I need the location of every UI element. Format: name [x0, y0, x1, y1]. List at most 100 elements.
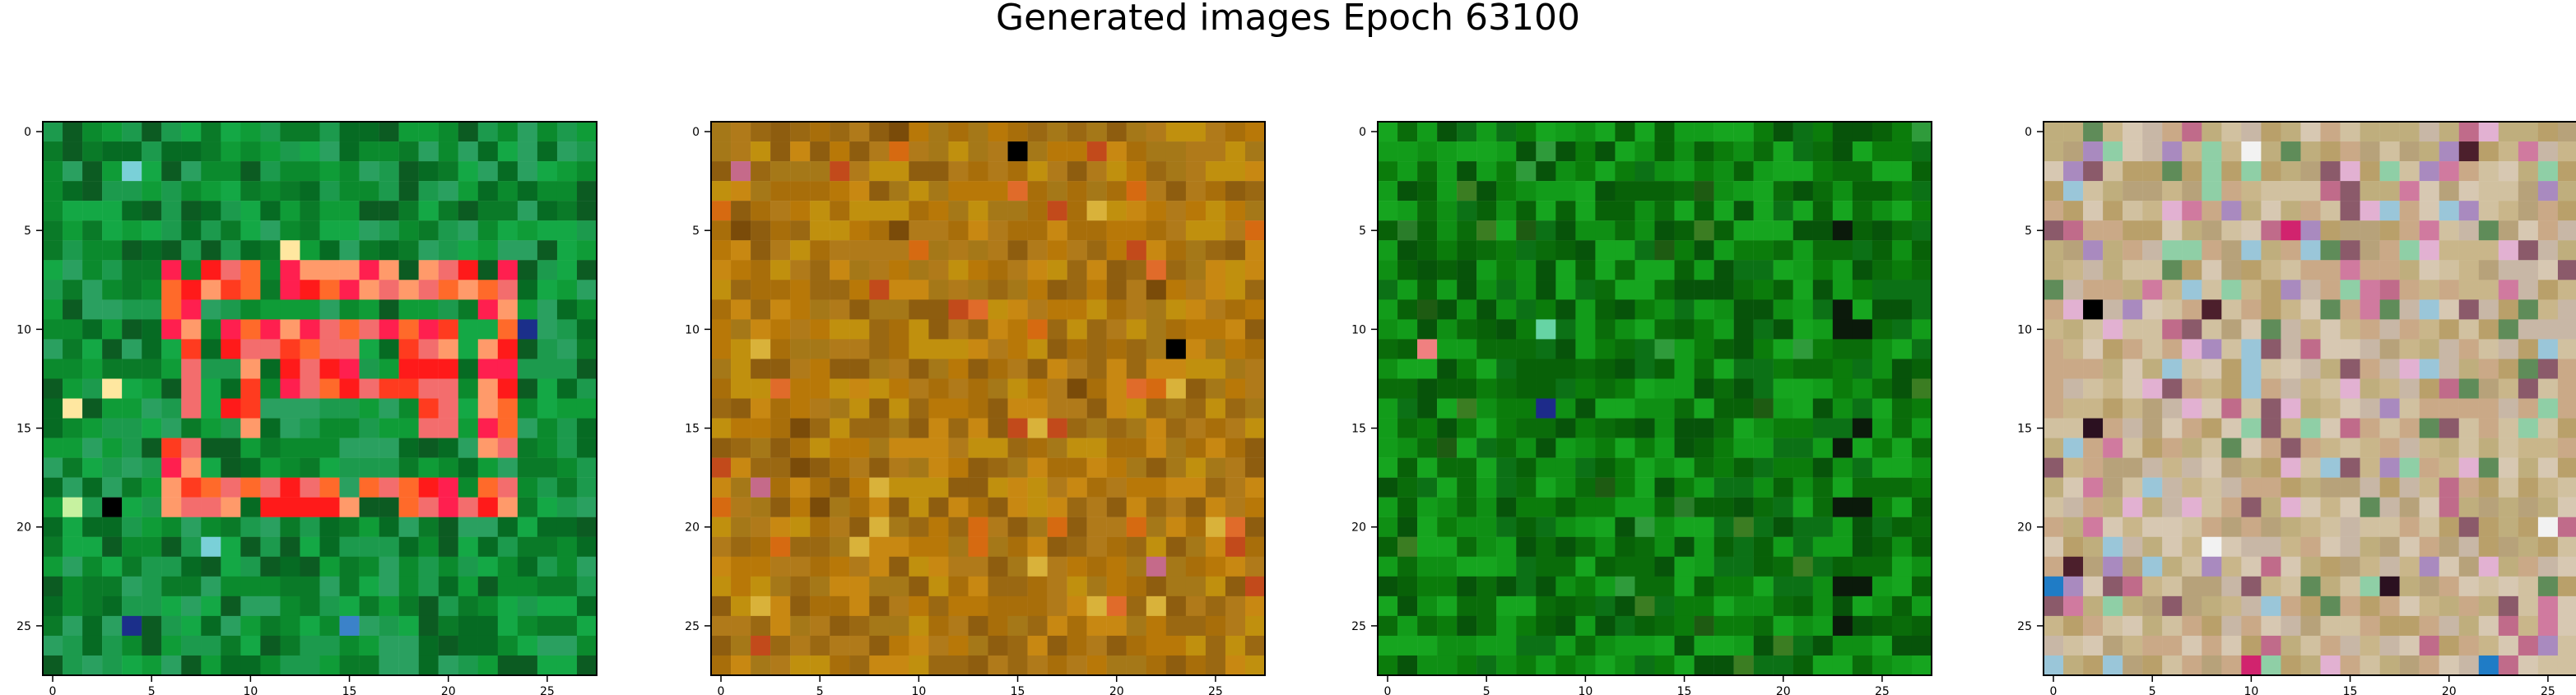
image-pixel — [1244, 556, 1266, 577]
image-pixel — [909, 438, 929, 458]
image-pixel — [517, 438, 538, 458]
image-pixel — [2537, 299, 2559, 320]
y-tick-label: 15 — [16, 423, 31, 436]
image-pixel — [1086, 378, 1107, 399]
image-pixel — [1378, 517, 1398, 537]
image-pixel — [102, 438, 123, 458]
image-pixel — [2182, 477, 2202, 498]
image-pixel — [1536, 122, 1556, 142]
image-pixel — [537, 260, 558, 280]
image-pixel — [2439, 181, 2459, 202]
image-pixel — [201, 339, 221, 359]
image-pixel — [1615, 240, 1635, 261]
image-pixel — [576, 438, 598, 458]
image-pixel — [810, 438, 830, 458]
image-pixel — [988, 595, 1008, 617]
image-pixel — [2439, 141, 2459, 162]
image-pixel — [2379, 536, 2400, 557]
image-pixel — [161, 556, 182, 577]
image-pixel — [201, 517, 221, 537]
image-pixel — [2340, 517, 2360, 537]
image-pixel — [2537, 615, 2559, 637]
image-pixel — [477, 359, 499, 379]
image-pixel — [968, 635, 988, 656]
image-pixel — [1793, 615, 1813, 637]
image-pixel — [418, 536, 439, 557]
image-pixel — [2123, 260, 2143, 280]
image-pixel — [300, 141, 320, 162]
image-pixel — [1615, 615, 1635, 637]
image-pixel — [2182, 398, 2202, 419]
image-pixel — [1615, 655, 1635, 676]
image-pixel — [339, 497, 360, 517]
image-pixel — [2419, 299, 2439, 320]
figure-title: Generated images Epoch 63100 — [995, 0, 1581, 39]
image-pixel — [1007, 398, 1028, 419]
image-pixel — [1753, 201, 1774, 221]
image-pixel — [869, 438, 890, 458]
image-pixel — [1852, 220, 1873, 241]
image-pixel — [928, 576, 949, 597]
image-pixel — [1225, 339, 1246, 359]
image-pixel — [477, 181, 499, 202]
image-pixel — [260, 359, 281, 379]
image-pixel — [2478, 595, 2499, 617]
image-pixel — [1185, 339, 1207, 359]
image-pixel — [221, 220, 241, 241]
image-pixel — [1378, 201, 1398, 221]
image-pixel — [142, 517, 162, 537]
image-pixel — [181, 556, 202, 577]
image-pixel — [1713, 457, 1734, 478]
image-pixel — [1417, 299, 1438, 320]
image-pixel — [1086, 457, 1107, 478]
image-pixel — [458, 595, 478, 617]
image-pixel — [2340, 595, 2360, 617]
image-pixel — [2320, 280, 2341, 300]
image-pixel — [1654, 655, 1675, 676]
image-pixel — [260, 438, 281, 458]
image-pixel — [1911, 319, 1932, 340]
image-pixel — [928, 438, 949, 458]
image-pixel — [1165, 181, 1187, 202]
image-pixel — [2537, 240, 2559, 261]
image-pixel — [1027, 497, 1048, 517]
image-pixel — [2498, 635, 2519, 656]
image-pixel — [1654, 299, 1675, 320]
image-pixel — [2123, 595, 2143, 617]
image-pixel — [1773, 655, 1793, 676]
image-pixel — [319, 240, 340, 261]
image-pixel — [339, 339, 360, 359]
image-pixel — [1225, 655, 1246, 676]
image-pixel — [497, 576, 518, 597]
image-pixel — [63, 517, 83, 537]
image-pixel — [398, 536, 419, 557]
image-pixel — [2044, 141, 2064, 162]
image-pixel — [1047, 319, 1067, 340]
image-pixel — [2261, 635, 2281, 656]
image-pixel — [2083, 457, 2104, 478]
y-tick-label: 5 — [2025, 225, 2032, 238]
image-pixel — [1106, 398, 1127, 419]
image-pixel — [1106, 141, 1127, 162]
x-tick-label: 25 — [1875, 685, 1890, 695]
image-pixel — [2281, 359, 2301, 379]
image-pixel — [751, 141, 771, 162]
image-pixel — [221, 595, 241, 617]
image-pixel — [497, 280, 518, 300]
image-pixel — [1694, 122, 1714, 142]
image-pixel — [1654, 220, 1675, 241]
image-pixel — [339, 181, 360, 202]
image-pixel — [2063, 576, 2084, 597]
image-pixel — [1674, 497, 1695, 517]
image-pixel — [2458, 438, 2479, 458]
image-pixel — [1773, 220, 1793, 241]
image-pixel — [1733, 517, 1754, 537]
image-pixel — [1654, 556, 1675, 577]
image-pixel — [201, 201, 221, 221]
image-pixel — [968, 477, 988, 498]
image-pixel — [869, 556, 890, 577]
x-tick-label: 20 — [1109, 685, 1124, 695]
image-pixel — [1674, 220, 1695, 241]
image-pixel — [1852, 497, 1873, 517]
image-pixel — [379, 517, 399, 537]
